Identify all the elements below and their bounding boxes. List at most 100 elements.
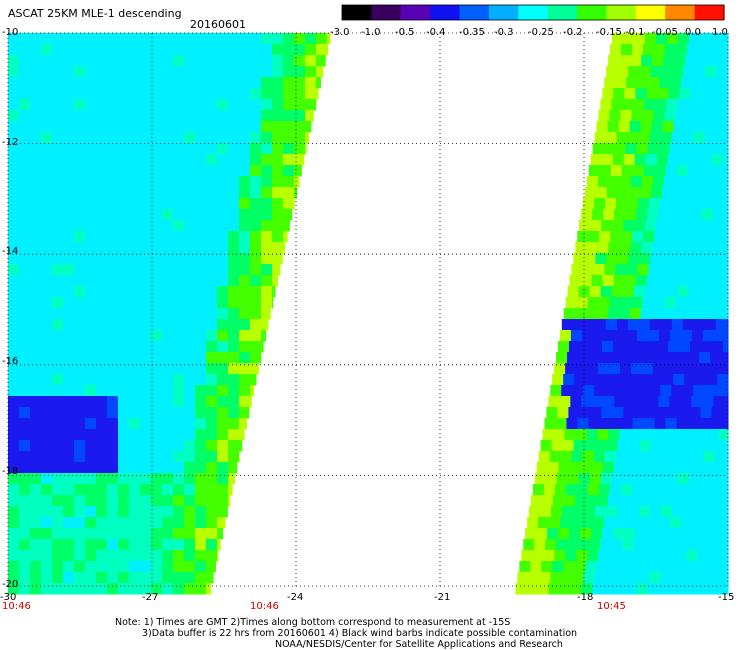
swath-cell xyxy=(697,110,709,122)
swath-cell xyxy=(585,374,597,386)
swath-cell xyxy=(19,143,31,155)
swath-cell xyxy=(140,198,152,210)
swath-cell xyxy=(8,561,20,573)
swath-cell xyxy=(52,341,64,353)
swath-cell xyxy=(52,440,64,452)
map-date: 20160601 xyxy=(190,18,246,31)
swath-cell xyxy=(41,539,53,551)
swath-cell xyxy=(294,143,306,155)
swath-cell xyxy=(638,385,650,397)
swath-cell xyxy=(195,264,207,276)
swath-cell xyxy=(228,88,240,100)
swath-cell xyxy=(672,66,684,78)
swath-cell xyxy=(184,297,196,309)
swath-cell xyxy=(107,297,119,309)
swath-cell xyxy=(41,374,53,386)
swath-cell xyxy=(646,275,659,287)
swath-cell xyxy=(118,517,130,529)
swath-cell xyxy=(184,462,196,474)
swath-cell xyxy=(85,88,97,100)
swath-cell xyxy=(228,55,240,67)
swath-cell xyxy=(8,451,20,463)
swath-cell xyxy=(8,517,20,529)
swath-cell xyxy=(696,55,708,67)
swath-cell xyxy=(272,198,284,210)
swath-cell xyxy=(632,418,644,430)
swath-cell xyxy=(700,220,712,232)
swath-cell xyxy=(184,187,196,199)
swath-cell xyxy=(250,121,262,133)
swath-cell xyxy=(657,88,669,100)
swath-cell xyxy=(63,517,75,529)
swath-cell xyxy=(184,583,196,595)
swath-cell xyxy=(63,110,75,122)
swath-cell xyxy=(151,352,163,364)
swath-cell xyxy=(151,484,163,496)
swath-cell xyxy=(184,550,196,562)
swath-cell xyxy=(206,275,218,287)
swath-cell xyxy=(724,143,729,155)
swath-cell xyxy=(633,473,646,485)
swath-cell xyxy=(162,110,174,122)
swath-cell xyxy=(261,99,273,111)
swath-cell xyxy=(85,440,97,452)
swath-cell xyxy=(107,561,119,573)
swath-cell xyxy=(173,385,185,397)
swath-cell xyxy=(85,231,97,243)
swath-cell xyxy=(626,451,639,463)
swath-cell xyxy=(63,363,75,375)
swath-cell xyxy=(565,550,577,562)
swath-cell xyxy=(228,363,240,375)
swath-cell xyxy=(548,583,561,595)
colorbar-segment xyxy=(694,5,725,20)
swath-cell xyxy=(695,495,708,507)
swath-cell xyxy=(96,583,108,595)
swath-cell xyxy=(173,253,185,265)
swath-cell xyxy=(63,451,75,463)
swath-cell xyxy=(228,165,240,177)
swath-cell xyxy=(595,253,607,265)
swath-cell xyxy=(711,407,723,419)
swath-cell xyxy=(649,385,661,397)
swath-cell xyxy=(63,297,75,309)
swath-cell xyxy=(107,396,119,408)
swath-cell xyxy=(228,418,240,430)
swath-cell xyxy=(627,319,640,331)
swath-cell xyxy=(8,572,20,584)
swath-cell xyxy=(580,275,593,287)
swath-cell xyxy=(577,418,589,430)
swath-cell xyxy=(594,572,606,584)
swath-cell xyxy=(581,583,594,595)
swath-cell xyxy=(30,88,42,100)
swath-cell xyxy=(665,418,677,430)
swath-cell xyxy=(666,286,679,298)
swath-cell xyxy=(587,484,600,496)
swath-cell xyxy=(688,539,700,551)
swath-cell xyxy=(74,319,86,331)
swath-cell xyxy=(661,66,673,78)
swath-cell xyxy=(195,44,207,56)
swath-cell xyxy=(217,330,229,342)
swath-cell xyxy=(644,352,656,364)
swath-cell xyxy=(151,121,163,133)
swath-cell xyxy=(140,407,152,419)
swath-cell xyxy=(63,286,75,298)
swath-cell xyxy=(41,363,53,375)
swath-cell xyxy=(173,319,185,331)
swath-cell xyxy=(85,363,97,375)
swath-cell xyxy=(643,165,656,177)
swath-cell xyxy=(151,517,163,529)
swath-cell xyxy=(217,484,229,496)
swath-cell xyxy=(118,462,130,474)
lon-label-18: -18 xyxy=(577,592,594,603)
swath-cell xyxy=(217,308,229,320)
swath-cell xyxy=(261,264,273,276)
swath-cell xyxy=(587,550,599,562)
swath-cell xyxy=(129,363,141,375)
swath-cell xyxy=(596,561,608,573)
swath-cell xyxy=(107,572,119,584)
swath-cell xyxy=(217,231,229,243)
swath-cell xyxy=(669,330,682,342)
swath-cell xyxy=(140,132,152,144)
swath-cell xyxy=(519,561,531,573)
